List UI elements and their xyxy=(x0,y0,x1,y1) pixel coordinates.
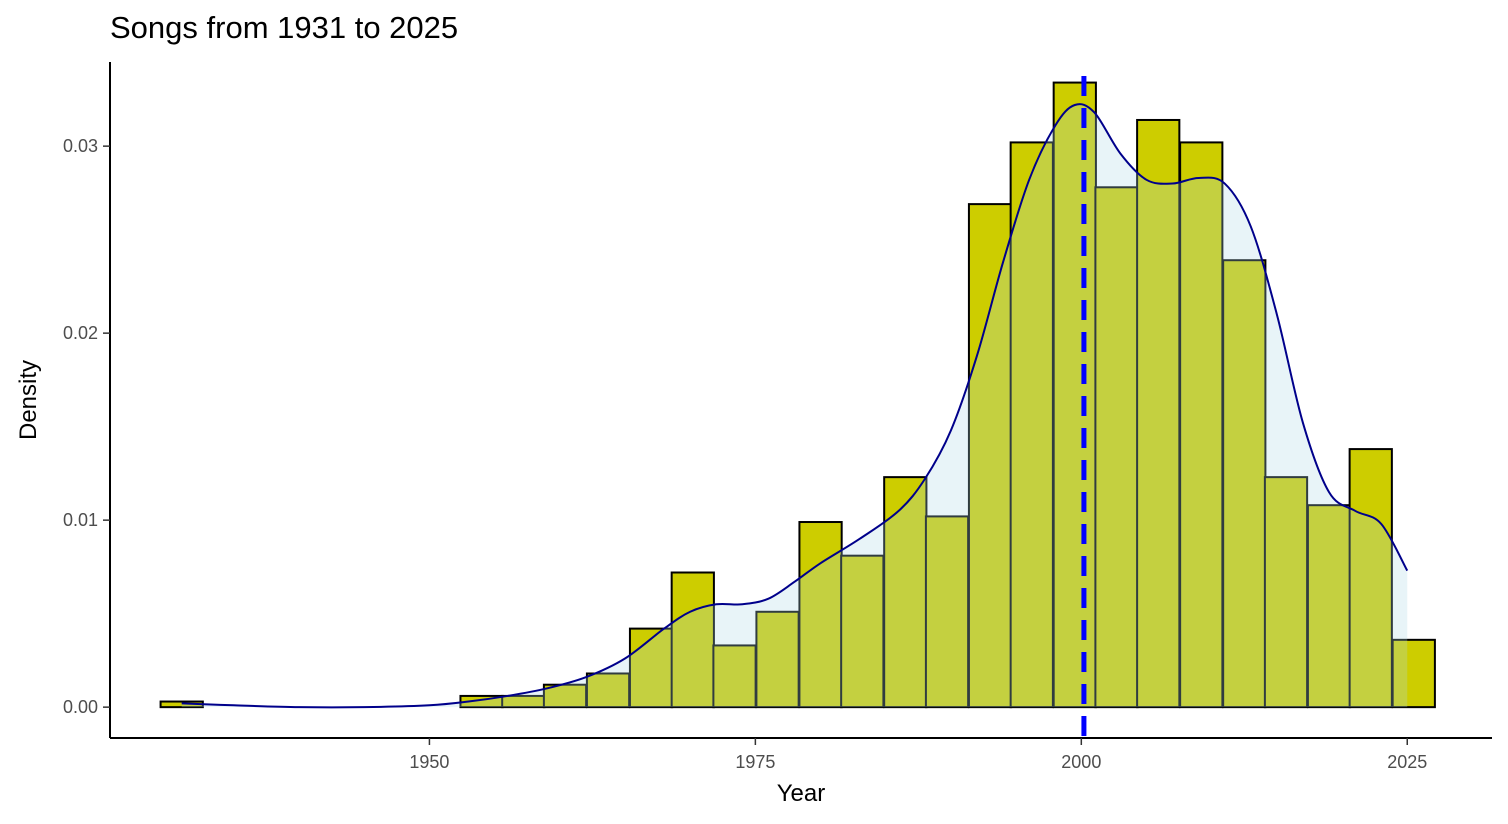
histogram-bar xyxy=(1391,638,1436,709)
x-tick-label: 2000 xyxy=(1061,752,1101,772)
histogram-bar xyxy=(924,515,970,709)
histogram-bar xyxy=(1136,118,1181,709)
histogram-bar xyxy=(712,644,757,709)
histogram-bar xyxy=(628,627,674,709)
y-axis-title: Density xyxy=(15,360,42,440)
x-tick-label: 2025 xyxy=(1387,752,1427,772)
histogram-bar xyxy=(670,571,715,709)
y-tick-label: 0.03 xyxy=(63,136,98,156)
y-tick-label: 0.01 xyxy=(63,510,98,530)
histogram-bar xyxy=(1052,81,1097,709)
y-tick-label: 0.00 xyxy=(63,697,98,717)
histogram-bar xyxy=(1094,186,1139,709)
x-tick-label: 1975 xyxy=(735,752,775,772)
y-axis-ticks: 0.00 0.01 0.02 0.03 xyxy=(63,136,110,717)
histogram-bar xyxy=(840,554,885,709)
x-axis-title: Year xyxy=(777,780,826,807)
histogram-bar xyxy=(585,672,631,709)
density-area xyxy=(181,104,1408,708)
histogram-bar xyxy=(798,521,843,709)
chart-title: Songs from 1931 to 2025 xyxy=(110,10,459,45)
bars-layer xyxy=(159,81,1436,709)
x-tick-label: 1950 xyxy=(409,752,449,772)
histogram-bar xyxy=(1009,141,1054,709)
density-line xyxy=(181,103,1409,709)
histogram-bar xyxy=(755,610,800,709)
x-axis-ticks: 1950 1975 2000 2025 xyxy=(409,738,1427,772)
histogram-bar xyxy=(1263,476,1309,709)
histogram-bar xyxy=(1222,259,1267,709)
histogram-bar xyxy=(1179,141,1224,709)
y-tick-label: 0.02 xyxy=(63,323,98,343)
histogram-bar xyxy=(1306,504,1352,709)
histogram-bar xyxy=(1348,448,1393,709)
